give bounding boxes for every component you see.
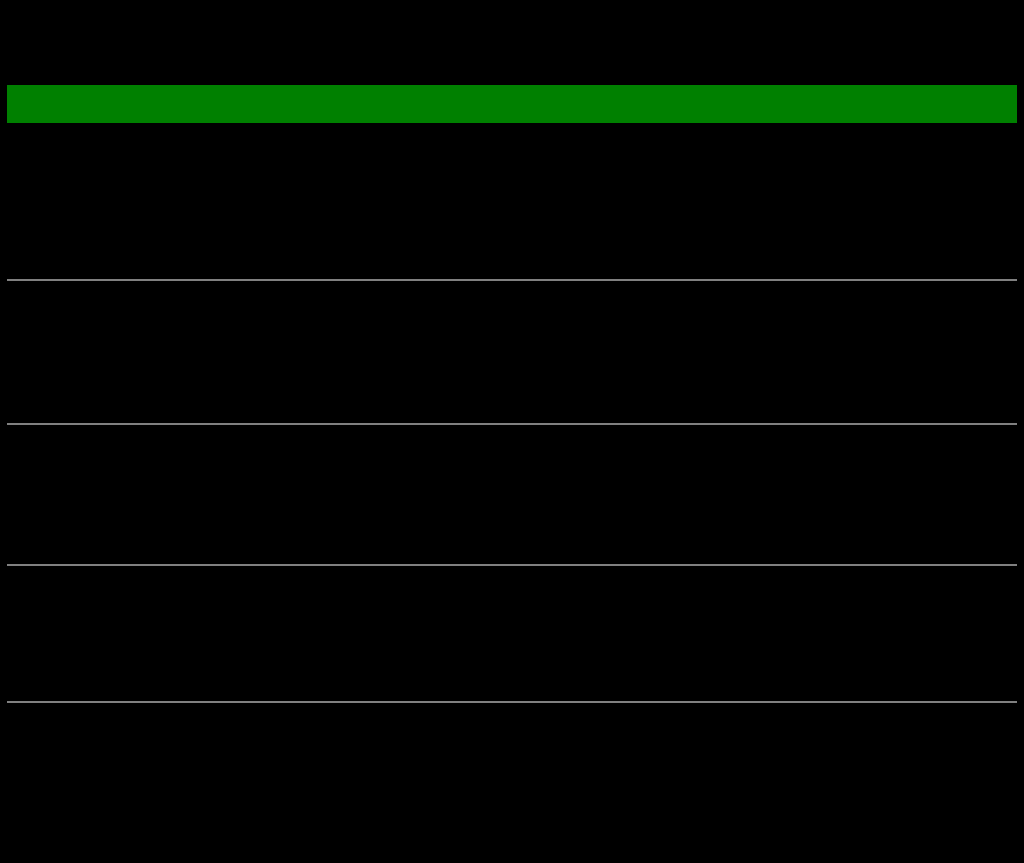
content-panel-5 — [7, 703, 1017, 863]
content-panel-4 — [7, 566, 1017, 701]
content-panel-3 — [7, 425, 1017, 564]
content-panel-2 — [7, 281, 1017, 423]
header-bar — [7, 85, 1017, 123]
content-panel-1 — [7, 123, 1017, 279]
main-container — [0, 0, 1024, 863]
